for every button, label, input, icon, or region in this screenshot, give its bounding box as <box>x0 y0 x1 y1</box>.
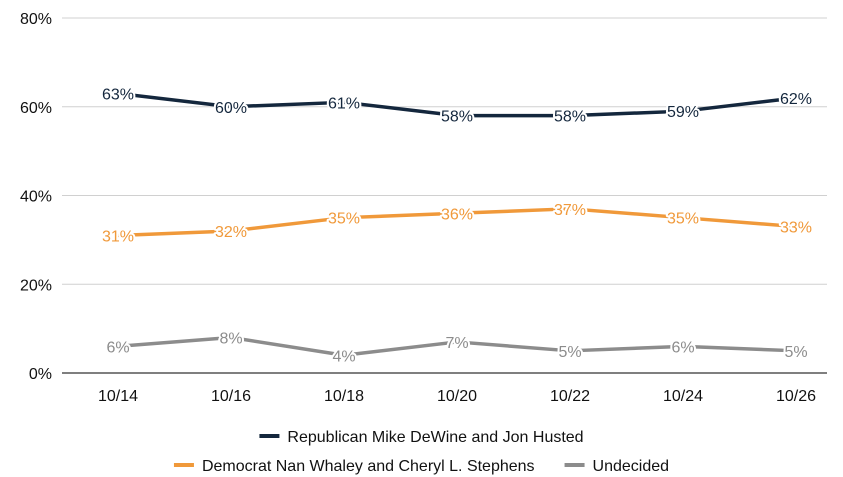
y-tick-label: 80% <box>20 11 52 28</box>
x-tick-label: 10/16 <box>211 388 251 405</box>
y-tick-label: 40% <box>20 189 52 206</box>
x-tick-label: 10/22 <box>550 388 590 405</box>
data-label: 6% <box>671 339 694 356</box>
x-tick-label: 10/18 <box>324 388 364 405</box>
series-line-2 <box>116 335 798 357</box>
data-label: 58% <box>554 109 586 126</box>
legend-label: Undecided <box>593 458 670 475</box>
data-label: 37% <box>554 202 586 219</box>
series-lines <box>116 91 798 357</box>
y-tick-label: 0% <box>29 366 52 383</box>
data-label: 33% <box>780 220 812 237</box>
data-label: 59% <box>667 104 699 121</box>
series-line-0 <box>116 91 798 118</box>
data-labels: 63% 60% 61% 58% 58% 59% 62% 31% 32% 35% 36% 37% 35% 3… <box>100 84 814 367</box>
data-label: 31% <box>102 228 134 245</box>
series-line-1 <box>116 207 798 238</box>
data-label: 35% <box>667 211 699 228</box>
data-label: 5% <box>784 344 807 361</box>
legend-label: Republican Mike DeWine and Jon Husted <box>287 429 583 446</box>
legend-label: Democrat Nan Whaley and Cheryl L. Stephe… <box>202 458 535 475</box>
data-label: 5% <box>558 344 581 361</box>
y-tick-label: 60% <box>20 100 52 117</box>
data-label: 60% <box>215 100 247 117</box>
x-tick-label: 10/20 <box>437 388 477 405</box>
y-tick-label: 20% <box>20 277 52 294</box>
y-axis-ticks: 0% 20% 40% 60% 80% <box>20 11 52 383</box>
data-label: 36% <box>441 206 473 223</box>
data-label: 4% <box>332 348 355 365</box>
data-label: 62% <box>780 91 812 108</box>
data-label: 35% <box>328 211 360 228</box>
data-label: 7% <box>445 335 468 352</box>
data-label: 6% <box>106 339 129 356</box>
data-label: 8% <box>219 331 242 348</box>
data-label: 61% <box>328 95 360 112</box>
legend: Republican Mike DeWine and Jon Husted Dem… <box>173 429 670 475</box>
x-tick-label: 10/24 <box>663 388 703 405</box>
grid-lines <box>62 17 827 374</box>
data-label: 63% <box>102 86 134 103</box>
data-label: 32% <box>215 224 247 241</box>
x-tick-label: 10/14 <box>98 388 138 405</box>
x-tick-label: 10/26 <box>776 388 816 405</box>
x-axis-ticks: 10/14 10/16 10/18 10/20 10/22 10/24 10/26 <box>98 388 816 405</box>
data-label: 58% <box>441 109 473 126</box>
